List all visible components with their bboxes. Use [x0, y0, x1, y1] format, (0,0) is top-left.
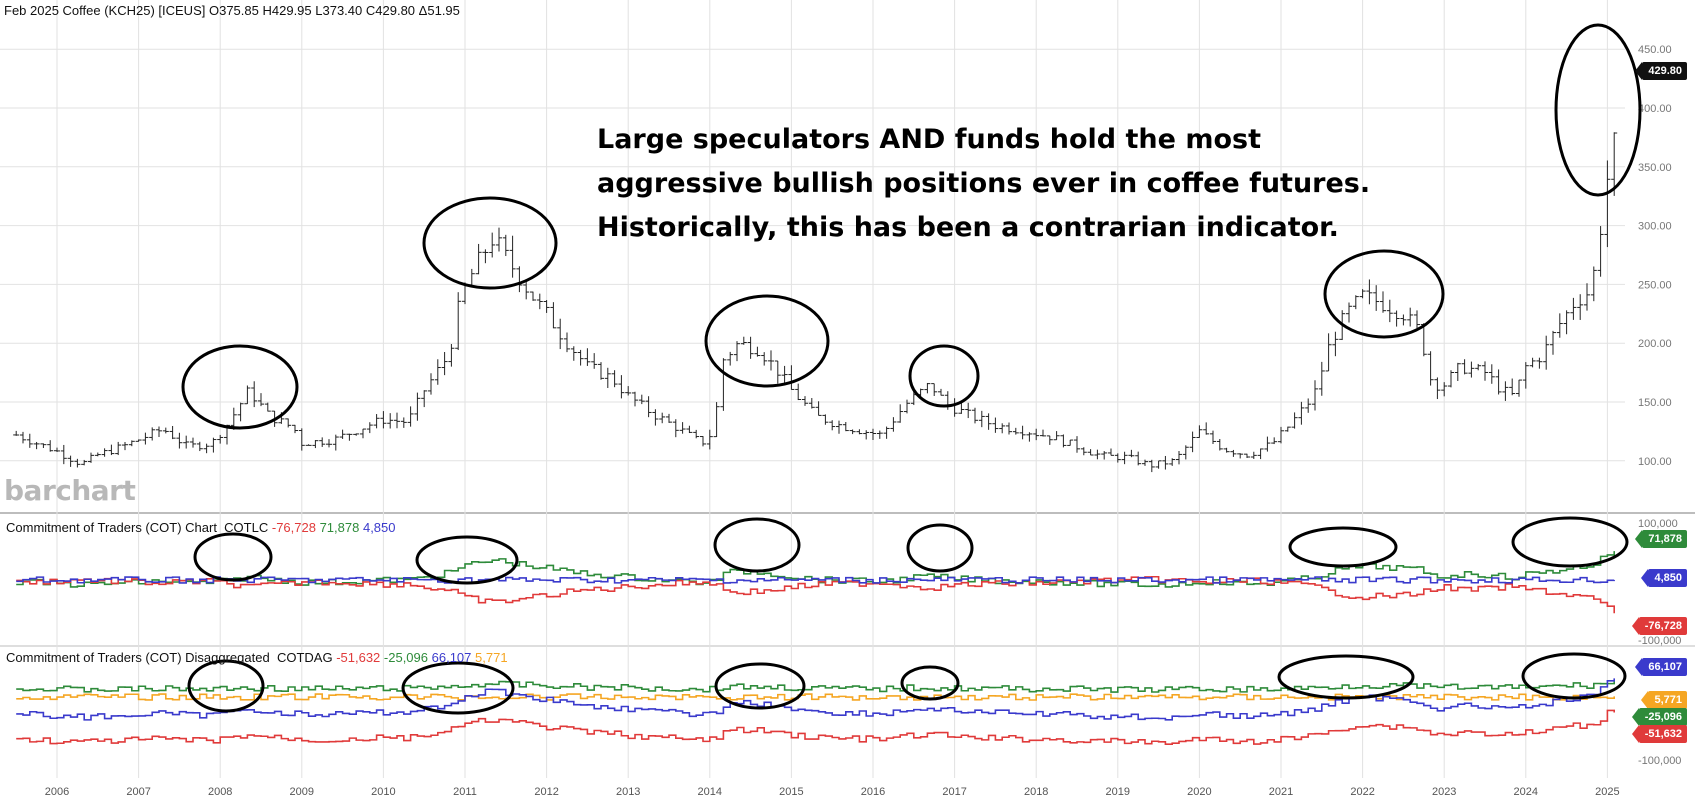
chart-header: Feb 2025 Coffee (KCH25) [ICEUS] O375.85 …	[4, 3, 460, 18]
highlight-ellipse	[1277, 654, 1415, 700]
highlight-ellipse	[1554, 23, 1642, 197]
cotlc-blue-line	[16, 576, 1615, 584]
highlight-ellipse	[714, 662, 806, 710]
panel2-tag-red: -51,632	[1631, 725, 1687, 743]
y-tick-label: 450.00	[1638, 44, 1672, 56]
annotation-line-2: aggressive bullish positions ever in cof…	[597, 168, 1371, 199]
highlight-ellipse	[193, 532, 273, 582]
annotation-line-3: Historically, this has been a contrarian…	[597, 212, 1339, 243]
highlight-ellipse	[1521, 652, 1627, 700]
panel1-value-red: -76,728	[271, 520, 316, 535]
panel2-label: Commitment of Traders (COT) Disaggregate…	[6, 650, 270, 665]
x-tick-label: 2015	[779, 786, 803, 798]
highlight-ellipse	[422, 196, 558, 290]
y-tick-label: 250.00	[1638, 279, 1672, 291]
panel1-axis-bottom: -100,000	[1638, 635, 1681, 647]
panel1-value-blue: 4,850	[362, 520, 396, 535]
highlight-ellipse	[401, 661, 515, 715]
panel2-tag-green: -25,096	[1631, 708, 1687, 726]
x-tick-label: 2023	[1432, 786, 1456, 798]
close-value: C429.80	[365, 3, 416, 18]
highlight-ellipse	[1288, 526, 1398, 568]
panel1-tag-blue: 4,850	[1641, 569, 1687, 587]
annotation-text: Large speculators AND funds hold the mos…	[597, 118, 1370, 250]
panel1-tag-red: -76,728	[1631, 617, 1687, 635]
x-tick-label: 2016	[861, 786, 885, 798]
highlight-ellipse	[704, 294, 830, 388]
x-tick-label: 2014	[698, 786, 722, 798]
panel2-code: COTDAG	[276, 650, 333, 665]
y-tick-label: 400.00	[1638, 103, 1672, 115]
x-tick-label: 2025	[1595, 786, 1619, 798]
x-tick-label: 2011	[453, 786, 477, 798]
panel2-legend: Commitment of Traders (COT) Disaggregate…	[6, 650, 508, 665]
high-value: H429.95	[262, 3, 312, 18]
last-price-tag: 429.80	[1635, 62, 1687, 80]
cotdag-blue-line	[16, 678, 1615, 721]
panel1-value-green: 71,878	[319, 520, 360, 535]
highlight-ellipse	[906, 523, 974, 573]
highlight-ellipse	[1511, 516, 1629, 568]
x-tick-label: 2021	[1269, 786, 1293, 798]
annotation-line-1: Large speculators AND funds hold the mos…	[597, 124, 1261, 155]
panel1-tag-green: 71,878	[1635, 530, 1687, 548]
highlight-ellipse	[908, 344, 980, 408]
highlight-ellipse	[713, 517, 801, 573]
y-tick-label: 300.00	[1638, 221, 1672, 233]
panel1-legend: Commitment of Traders (COT) Chart COTLC …	[6, 520, 396, 535]
x-tick-label: 2022	[1350, 786, 1374, 798]
panel2-value-red: -51,632	[336, 650, 381, 665]
panel1-code: COTLC	[224, 520, 269, 535]
highlight-ellipse	[415, 535, 519, 585]
low-value: L373.40	[315, 3, 363, 18]
x-tick-label: 2006	[45, 786, 69, 798]
change-value: Δ51.95	[418, 3, 460, 18]
cotdag-red-line	[16, 709, 1615, 745]
panel2-tag-orange: 5,771	[1641, 691, 1687, 709]
cotdag-green-line	[16, 680, 1615, 693]
panel2-value-orange: 5,771	[475, 650, 508, 665]
x-tick-label: 2008	[208, 786, 232, 798]
highlight-ellipse	[181, 344, 299, 430]
panel1-label: Commitment of Traders (COT) Chart	[6, 520, 217, 535]
y-tick-label: 100.00	[1638, 456, 1672, 468]
panel2-tag-blue: 66,107	[1635, 658, 1687, 676]
x-tick-label: 2007	[126, 786, 150, 798]
panel2-axis-bottom: -100,000	[1638, 755, 1681, 767]
y-tick-label: 150.00	[1638, 397, 1672, 409]
x-tick-label: 2017	[942, 786, 966, 798]
cotlc-red-line	[16, 575, 1615, 614]
open-value: O375.85	[208, 3, 259, 18]
x-tick-label: 2009	[290, 786, 314, 798]
panel2-value-green: -25,096	[383, 650, 428, 665]
panel2-value-blue: 66,107	[431, 650, 472, 665]
y-tick-label: 200.00	[1638, 338, 1672, 350]
x-tick-label: 2013	[616, 786, 640, 798]
highlight-ellipse	[1323, 249, 1445, 339]
x-tick-label: 2012	[534, 786, 558, 798]
x-tick-label: 2020	[1187, 786, 1211, 798]
x-tick-label: 2010	[371, 786, 395, 798]
x-tick-label: 2019	[1106, 786, 1130, 798]
barchart-watermark: barchart	[4, 474, 136, 507]
highlight-ellipse	[900, 665, 960, 701]
y-tick-label: 350.00	[1638, 162, 1672, 174]
highlight-ellipse	[187, 659, 265, 713]
x-tick-label: 2018	[1024, 786, 1048, 798]
panel1-axis-top: 100,000	[1638, 518, 1678, 530]
x-tick-label: 2024	[1514, 786, 1538, 798]
symbol-title: Feb 2025 Coffee (KCH25) [ICEUS]	[4, 3, 206, 18]
